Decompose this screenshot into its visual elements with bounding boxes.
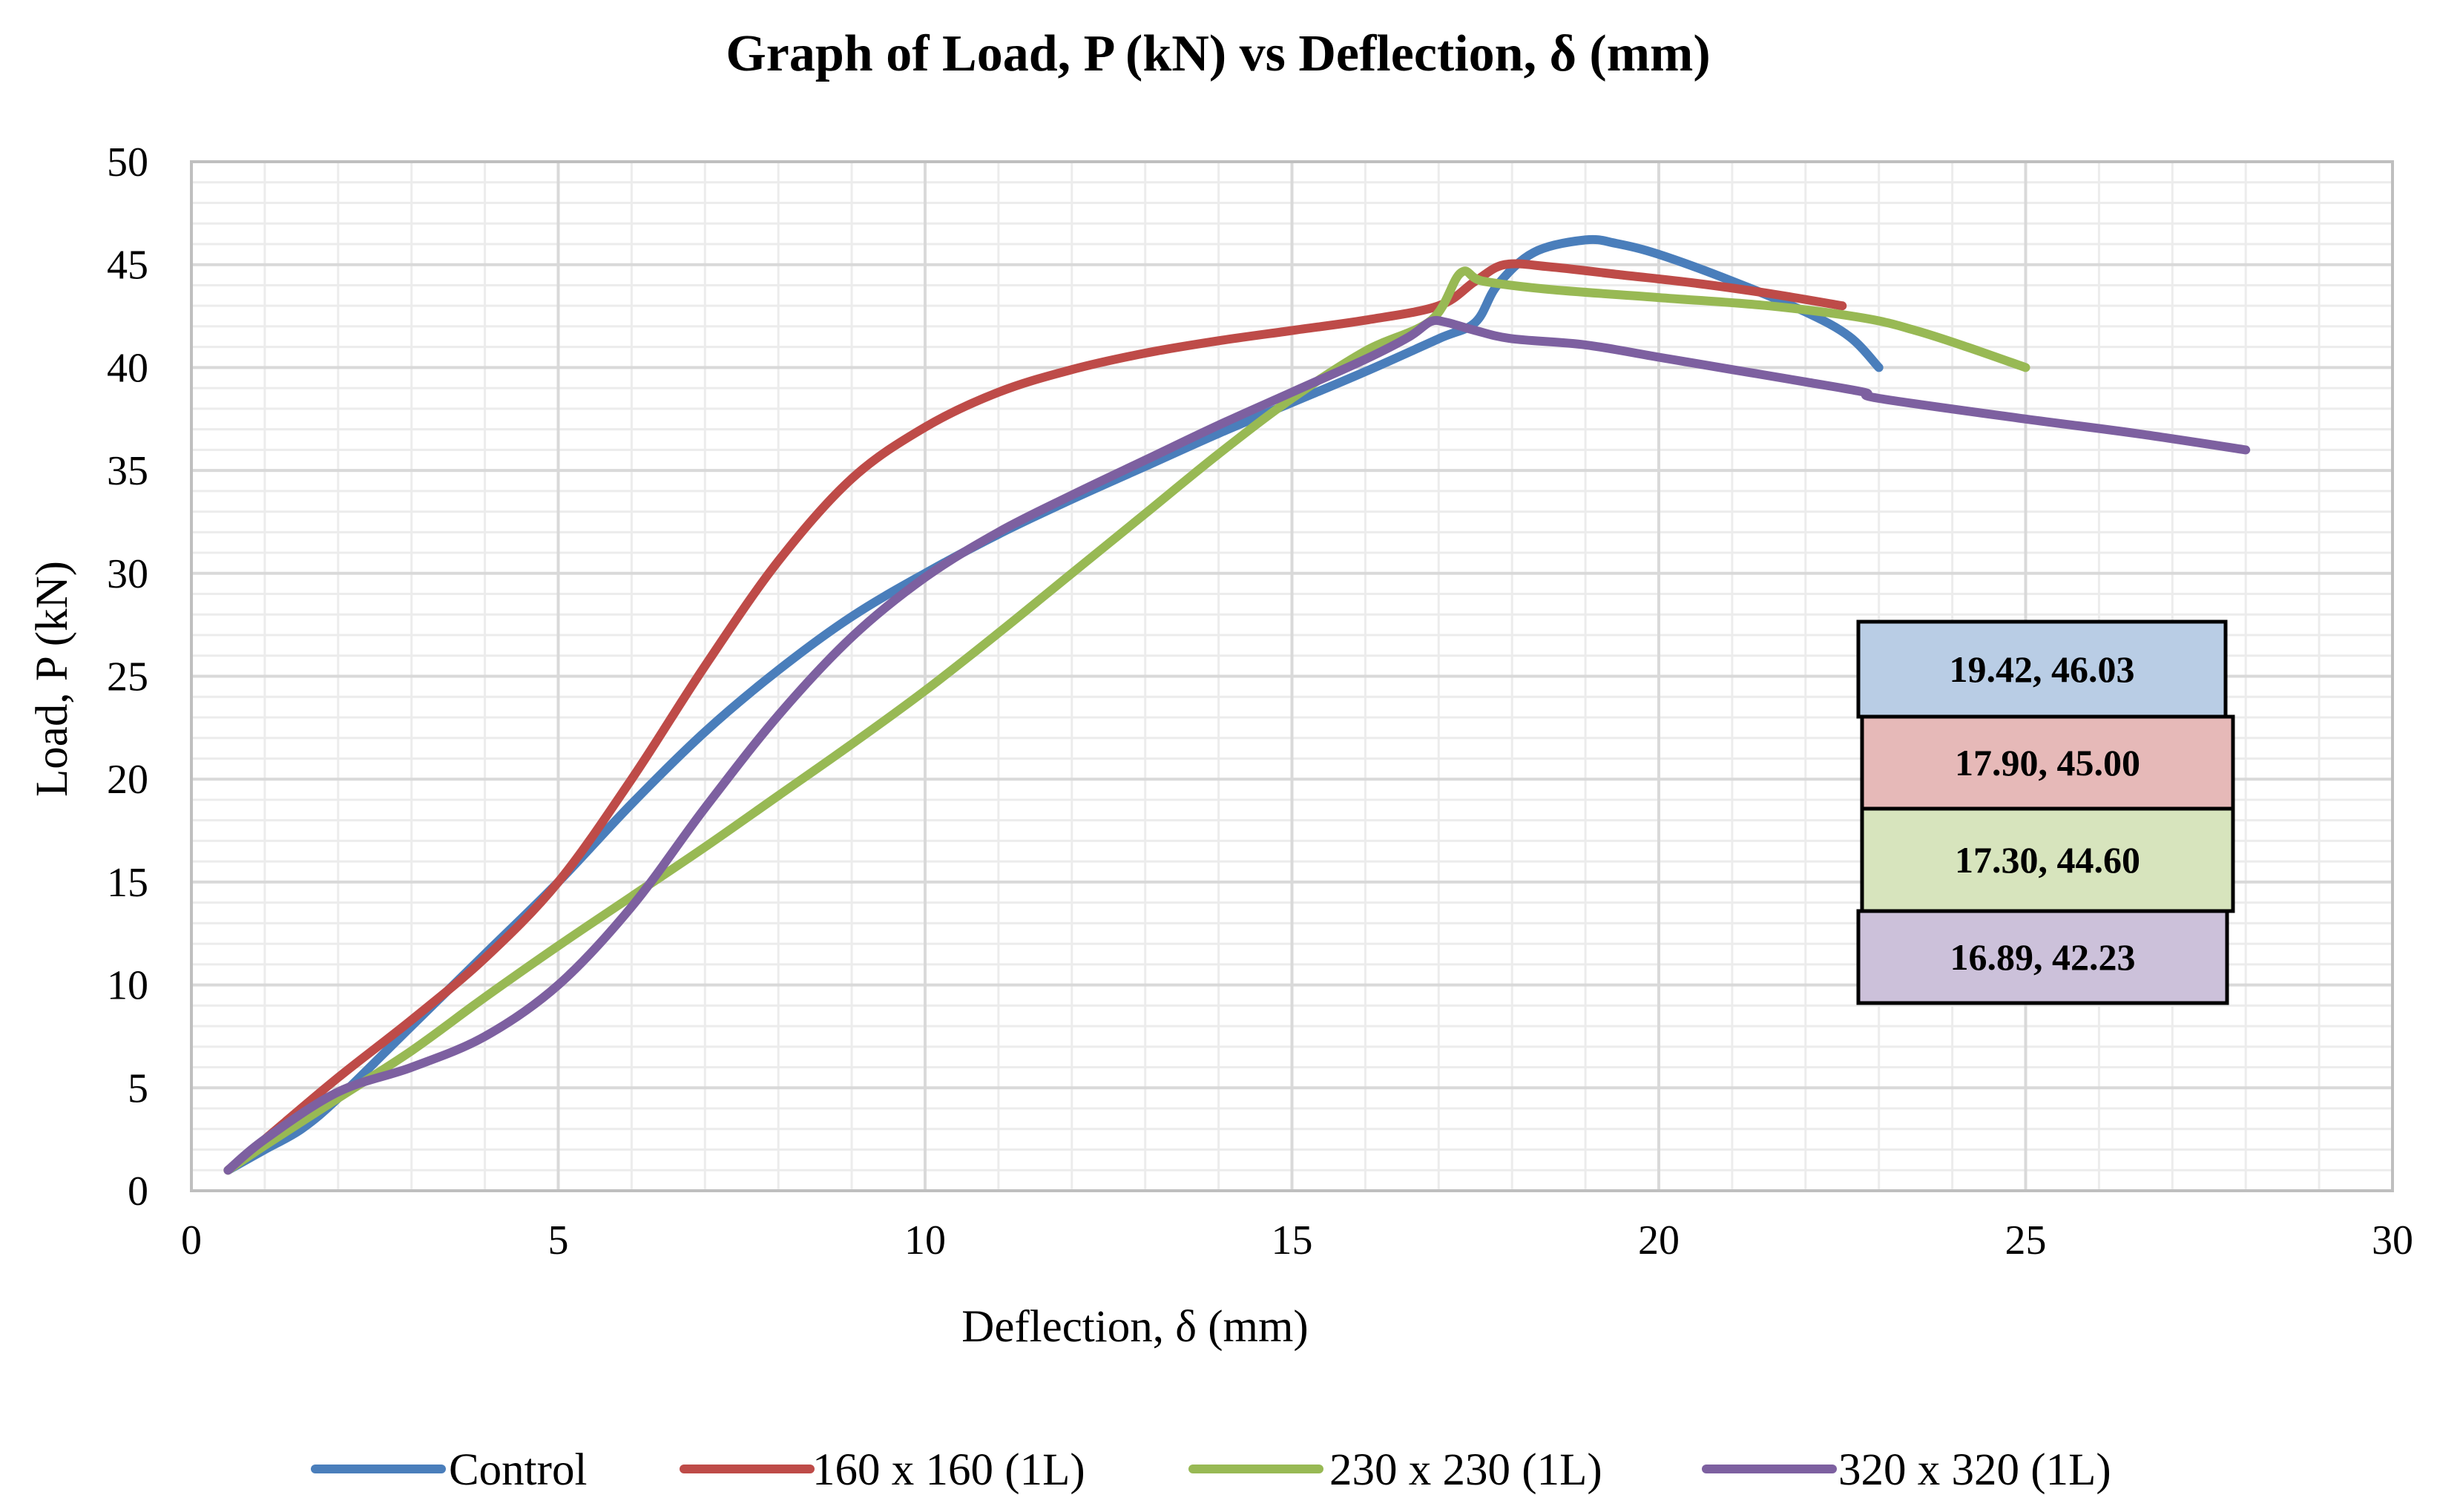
- legend: Control 160 x 160 (1L) 230 x 230 (1L) 320 x…: [311, 1445, 2111, 1495]
- peak-label-text: 16.89, 42.23: [1950, 936, 2136, 978]
- x-tick-label: 20: [1638, 1217, 1680, 1263]
- y-tick-label: 45: [107, 243, 148, 289]
- chart-title: Graph of Load, P (kN) vs Deflection, δ (…: [726, 25, 1710, 82]
- peak-label-box: [1860, 806, 2235, 913]
- y-tick-label: 50: [107, 139, 148, 185]
- legend-label: Control: [449, 1445, 587, 1495]
- y-tick-label: 10: [107, 963, 148, 1009]
- series-line-3: [223, 266, 2030, 1175]
- y-tick-label: 0: [128, 1168, 148, 1214]
- x-tick-label: 0: [181, 1217, 202, 1263]
- y-tick-label: 25: [107, 654, 148, 700]
- y-tick-label: 15: [107, 860, 148, 906]
- x-axis-label: Deflection, δ (mm): [961, 1302, 1308, 1352]
- x-tick-label: 25: [2005, 1217, 2047, 1263]
- peak-label-box: [1860, 714, 2235, 811]
- plot-area-frame: [190, 160, 2394, 1192]
- legend-label: 320 x 320 (1L): [1838, 1445, 2111, 1495]
- y-tick-label: 20: [107, 757, 148, 803]
- peak-label-box: [1856, 909, 2229, 1005]
- y-axis-label: Load, P (kN): [27, 561, 77, 797]
- peak-label-text: 17.30, 44.60: [1955, 839, 2140, 881]
- legend-label: 160 x 160 (1L): [812, 1445, 1085, 1495]
- peak-labels: 19.42, 46.03 17.90, 45.00 17.30, 44.60 16.8…: [1856, 619, 2235, 1005]
- legend-label: 230 x 230 (1L): [1329, 1445, 1602, 1495]
- x-tick-label: 15: [1272, 1217, 1313, 1263]
- peak-label-text: 19.42, 46.03: [1950, 648, 2135, 690]
- x-axis-ticks: 0 5 10 15 20 25 30: [181, 1217, 2413, 1263]
- series-layer: [223, 234, 2251, 1175]
- series-line-4: [223, 315, 2251, 1175]
- peak-label-text: 17.90, 45.00: [1955, 742, 2140, 783]
- x-tick-label: 10: [904, 1217, 946, 1263]
- y-axis-ticks: 0 5 10 15 20 25 30 35 40 45 50: [107, 139, 148, 1214]
- x-tick-label: 5: [548, 1217, 569, 1263]
- y-tick-label: 30: [107, 551, 148, 597]
- series-line-2: [223, 259, 1847, 1175]
- x-tick-label: 30: [2372, 1217, 2413, 1263]
- y-tick-label: 40: [107, 345, 148, 391]
- y-tick-label: 5: [128, 1065, 148, 1111]
- y-tick-label: 35: [107, 448, 148, 494]
